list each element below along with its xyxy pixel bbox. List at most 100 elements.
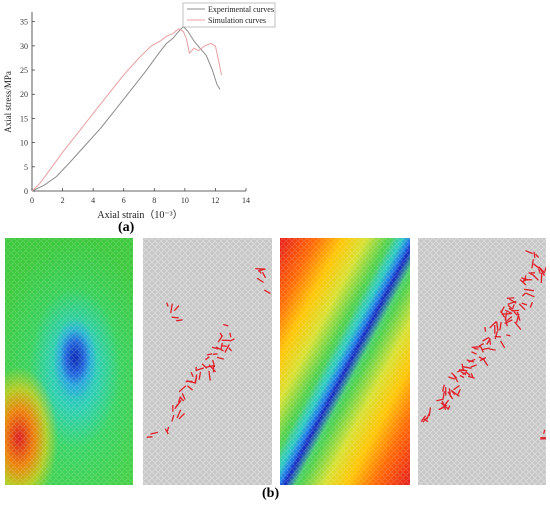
crack-mark <box>164 428 169 435</box>
crack-mark <box>482 347 490 351</box>
crack-mark <box>508 307 514 312</box>
crack-mark <box>489 321 497 329</box>
crack-mark <box>458 369 468 372</box>
crack-mark <box>459 374 465 379</box>
caption-a: (a) <box>118 220 135 235</box>
crack-mark <box>215 346 224 352</box>
crack-mark <box>500 340 506 349</box>
crack-mark <box>506 334 511 337</box>
crack-mark <box>494 331 498 340</box>
series-line-2 <box>31 28 222 192</box>
crack-mark <box>170 303 173 314</box>
crack-mark <box>442 391 446 401</box>
crack-mark <box>542 429 546 434</box>
crack-mark <box>484 327 487 332</box>
displacement-contour-2 <box>280 238 410 485</box>
crack-mark <box>453 374 459 383</box>
crack-mark <box>436 398 443 402</box>
crack-mark <box>528 272 535 277</box>
crack-mark <box>514 321 522 331</box>
y-tick-label: 30 <box>20 42 28 51</box>
stress-strain-chart: 0 5 10 15 20 25 30 35 0 2 4 6 8 10 12 14 Experimental … <box>3 2 276 221</box>
crack-mark <box>515 313 520 323</box>
crack-mark <box>495 321 499 332</box>
crack-mark <box>190 371 194 378</box>
y-tick-label: 10 <box>20 139 28 148</box>
crack-mark <box>467 375 475 379</box>
crack-mark <box>508 298 517 304</box>
crack-mark <box>473 347 479 350</box>
crack-mark <box>533 251 536 258</box>
y-tick-label: 35 <box>20 18 28 27</box>
crack-mark <box>228 347 233 352</box>
crack-mark <box>537 268 542 274</box>
crack-mark <box>448 388 452 398</box>
crack-mark <box>440 402 449 410</box>
crack-mark <box>208 370 211 381</box>
crack-mark <box>533 275 539 281</box>
crack-mark <box>519 279 527 286</box>
y-tick-label: 20 <box>20 90 28 99</box>
crack-mark <box>521 302 528 306</box>
crack-mark <box>478 343 485 347</box>
x-tick-label: 6 <box>122 196 126 205</box>
crack-mark <box>453 384 460 391</box>
crack-mark <box>178 412 185 420</box>
crack-mark <box>423 418 429 423</box>
crack-mark <box>482 358 489 367</box>
crack-mark <box>206 353 213 356</box>
x-axis-label: Axial strain（10⁻³） <box>97 209 182 221</box>
crack-mark <box>176 409 182 419</box>
y-tick-label: 0 <box>24 187 28 196</box>
crack-mark <box>216 356 224 360</box>
crack-mark <box>222 345 227 347</box>
crack-mark <box>224 344 230 353</box>
crack-mark <box>229 338 235 342</box>
crack-mark <box>471 346 481 349</box>
series-lines <box>31 25 222 192</box>
crack-mark <box>462 366 472 369</box>
x-tick-label: 0 <box>30 196 34 205</box>
crack-mark <box>518 303 526 311</box>
crack-mark <box>447 405 451 411</box>
crack-mark <box>186 380 196 384</box>
crack-mark <box>194 374 198 384</box>
crack-mark <box>171 414 175 422</box>
crack-mark <box>212 359 216 368</box>
crack-mark <box>198 371 202 380</box>
crack-mark <box>524 275 527 280</box>
crack-mark <box>511 304 515 310</box>
crack-mark <box>531 259 534 269</box>
crack-mark <box>513 310 518 316</box>
crack-mark <box>211 346 219 350</box>
crack-mark <box>229 332 232 338</box>
crack-mark <box>441 384 445 392</box>
y-tick-label: 25 <box>20 66 28 75</box>
crack-mark <box>507 300 517 306</box>
crack-mark <box>535 253 540 258</box>
crack-mark <box>460 371 467 376</box>
crack-mark <box>499 321 502 331</box>
crack-distribution-2 <box>418 238 546 485</box>
crack-mark <box>524 288 534 292</box>
crack-mark <box>521 292 526 297</box>
crack-mark <box>504 319 513 325</box>
crack-mark <box>173 305 180 312</box>
crack-mark <box>451 390 460 397</box>
crack-mark <box>166 426 170 432</box>
crack-mark <box>489 348 496 351</box>
crack-mark <box>488 338 492 345</box>
y-axis-label: Axial stress/MPa <box>3 71 13 133</box>
x-tick-label: 2 <box>61 196 65 205</box>
displacement-contour-1 <box>5 238 133 485</box>
y-ticks: 0 5 10 15 20 25 30 35 <box>20 18 35 196</box>
crack-mark <box>504 312 508 321</box>
crack-mark <box>525 292 535 298</box>
crack-mark <box>470 373 474 378</box>
crack-mark <box>219 332 223 337</box>
crack-mark <box>506 316 513 322</box>
crack-mark <box>448 376 456 380</box>
crack-mark <box>258 269 262 274</box>
crack-mark <box>171 316 179 319</box>
